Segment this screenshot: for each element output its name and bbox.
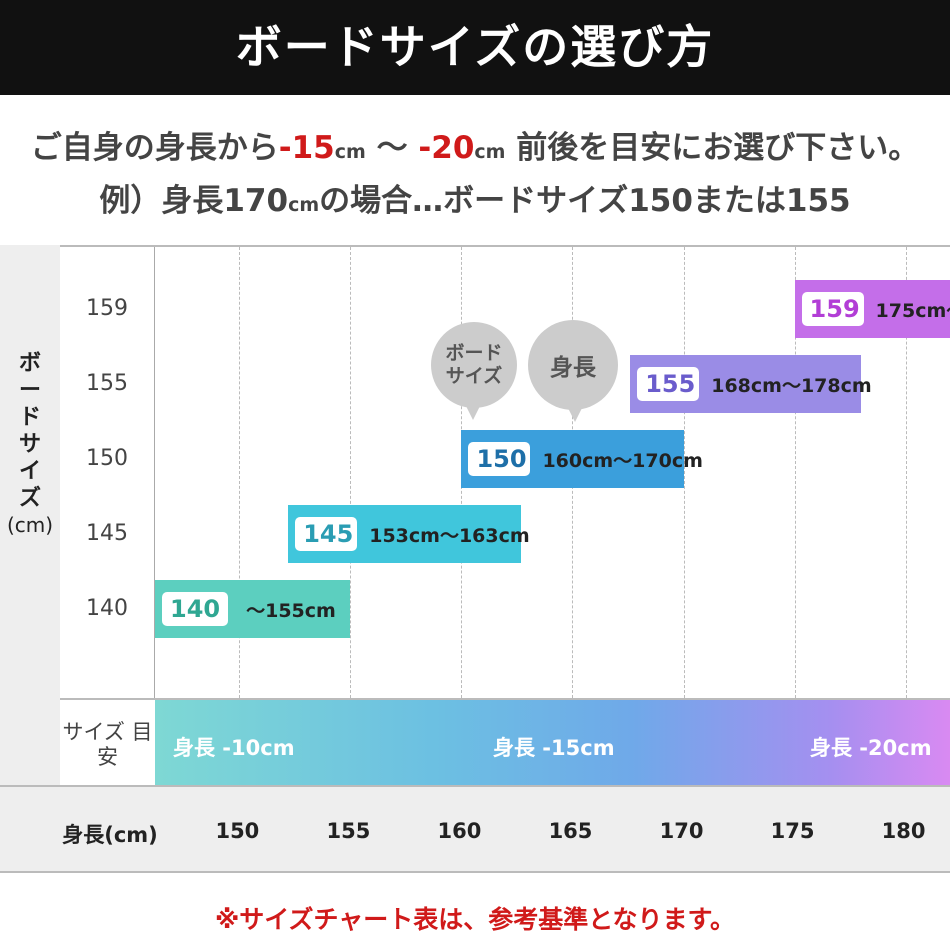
bubble-board-size: ボード サイズ	[431, 322, 517, 408]
size-guide-gradient: 身長 -10cm 身長 -15cm 身長 -20cm	[155, 698, 950, 785]
gridline	[239, 247, 241, 698]
gridline	[905, 247, 907, 698]
x-axis-row: 身長(cm) 150 155 160 165 170 175 180	[0, 785, 950, 873]
bar-150: 150 160cm〜170cm	[461, 430, 703, 488]
bar-140: 140 〜155cm	[155, 580, 351, 638]
x-tick-label: 175	[770, 819, 815, 843]
x-tick-label: 150	[215, 819, 260, 843]
gridline	[350, 247, 352, 698]
x-tick-label: 170	[659, 819, 704, 843]
gridline	[683, 247, 685, 698]
y-tick-label: 155	[86, 371, 128, 396]
board-size-badge: 140	[162, 592, 229, 626]
intro-highlight: -20	[418, 130, 475, 166]
height-range-label: 153cm〜163cm	[369, 524, 530, 547]
intro-text: 前後を目安にお選び下さい。	[505, 130, 920, 166]
y-axis-title: ボードサイズ (cm)	[6, 351, 54, 537]
unit: cm	[334, 141, 366, 163]
x-tick-label: 165	[548, 819, 593, 843]
intro-highlight: -15	[278, 130, 335, 166]
intro-line-1: ご自身の身長から-15cm 〜 -20cm 前後を目安にお選び下さい。	[0, 122, 950, 167]
x-tick-label: 160	[437, 819, 482, 843]
board-size-badge: 155	[637, 367, 700, 401]
chart-area	[0, 245, 950, 698]
y-tick-label: 150	[86, 446, 128, 471]
gridline	[794, 247, 796, 698]
y-tick-label: 159	[86, 296, 128, 321]
disclaimer: ※サイズチャート表は、参考基準となります。	[214, 905, 736, 934]
intro-line-2: 例）身長170cmの場合…ボードサイズ150または155	[0, 175, 950, 220]
bar-145: 145 153cm〜163cm	[288, 505, 530, 563]
y-tick-label: 140	[86, 596, 128, 621]
board-size-badge: 145	[295, 517, 358, 551]
unit: cm	[474, 141, 506, 163]
intro-text: 例）身長170	[99, 183, 289, 219]
height-range-label: 175cm〜	[875, 299, 950, 322]
height-range-label: 〜155cm	[246, 599, 336, 622]
bubble-height: 身長	[528, 320, 618, 410]
tilde: 〜	[365, 130, 419, 166]
y-axis-title-column	[0, 245, 60, 785]
board-size-badge: 150	[468, 442, 531, 476]
bar-155: 155 168cm〜178cm	[630, 355, 872, 413]
size-guide-label: サイズ 目安	[60, 698, 155, 785]
board-size-badge: 159	[801, 292, 864, 326]
bubble-tail	[465, 404, 481, 420]
bubble-label: ボード サイズ	[445, 342, 503, 387]
unit: cm	[288, 194, 320, 216]
guide-item: 身長 -15cm	[493, 736, 615, 760]
page-title: ボードサイズの選び方	[0, 0, 950, 95]
y-tick-label: 145	[86, 521, 128, 546]
bubble-tail	[567, 406, 583, 422]
intro-text: ご自身の身長から	[30, 130, 279, 166]
height-range-label: 160cm〜170cm	[542, 449, 703, 472]
x-tick-label: 180	[881, 819, 926, 843]
y-axis-line	[154, 247, 155, 698]
intro-text: の場合…ボードサイズ150または155	[319, 183, 851, 219]
x-tick-label: 155	[326, 819, 371, 843]
height-range-label: 168cm〜178cm	[711, 374, 872, 397]
guide-item: 身長 -20cm	[810, 736, 932, 760]
guide-item: 身長 -10cm	[173, 736, 295, 760]
x-axis-title: 身長(cm)	[62, 823, 158, 847]
bar-159: 159 175cm〜	[794, 280, 950, 338]
